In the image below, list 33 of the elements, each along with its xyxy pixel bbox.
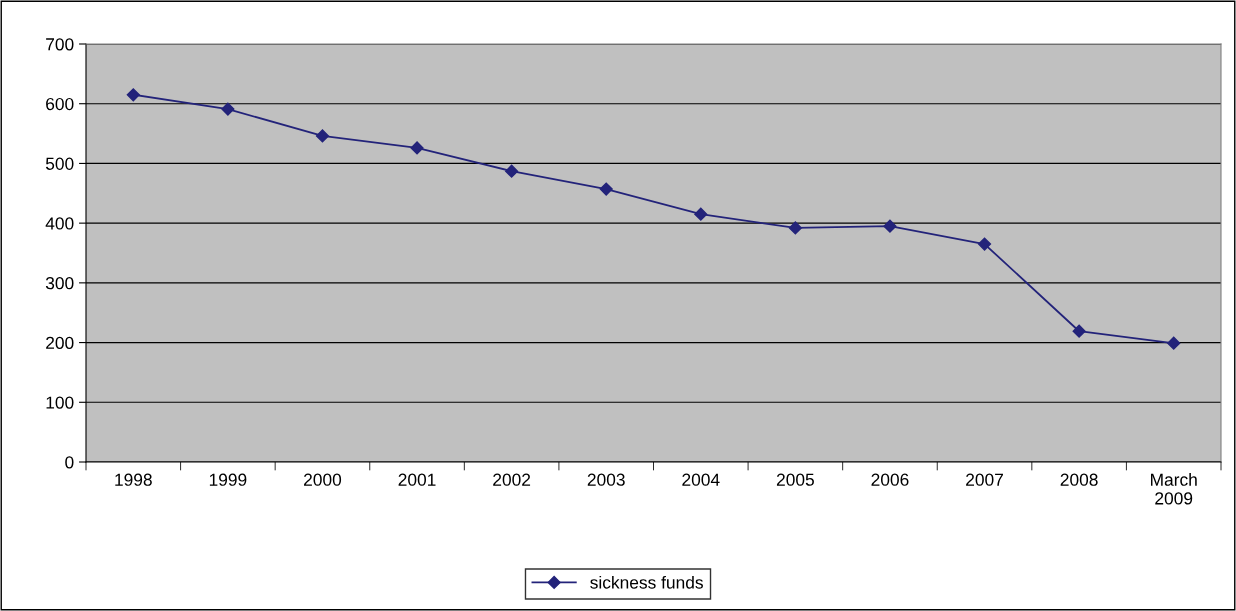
y-tick-label: 100 <box>46 396 74 409</box>
point <box>1167 336 1181 350</box>
x-tick-label: 2007 <box>966 473 1003 486</box>
x-tick-label: 2003 <box>587 473 625 486</box>
y-tick-label: 300 <box>45 277 74 290</box>
point <box>599 182 613 196</box>
y-tick-label: 0 <box>65 456 74 469</box>
x-tick-label: 2006 <box>871 473 909 486</box>
x-tick-label: 2002 <box>493 473 531 486</box>
x-tick-label: March 2009 <box>1151 473 1197 505</box>
x-tick-label: 1998 <box>115 473 152 486</box>
point <box>977 237 992 251</box>
y-tick-label: 200 <box>46 336 74 350</box>
point <box>315 129 330 143</box>
point <box>694 207 708 221</box>
legend-label: sickness funds <box>590 575 703 589</box>
point <box>410 141 424 155</box>
point <box>788 221 802 235</box>
point <box>505 164 519 178</box>
point <box>1072 324 1086 338</box>
point <box>221 102 235 116</box>
y-tick-label: 700 <box>46 38 74 51</box>
y-tick-label: 500 <box>45 157 74 170</box>
y-tick-label: 600 <box>46 97 74 111</box>
x-tick-label: 2001 <box>398 473 436 486</box>
point <box>126 88 140 102</box>
y-tick-label: 400 <box>45 217 74 230</box>
x-tick-label: 2004 <box>682 473 720 486</box>
x-tick-label: 2008 <box>1060 473 1098 486</box>
x-tick-label: 2005 <box>776 473 814 486</box>
x-tick-label: 2000 <box>304 473 342 486</box>
x-tick-label: 1999 <box>209 473 247 486</box>
point <box>883 219 897 233</box>
